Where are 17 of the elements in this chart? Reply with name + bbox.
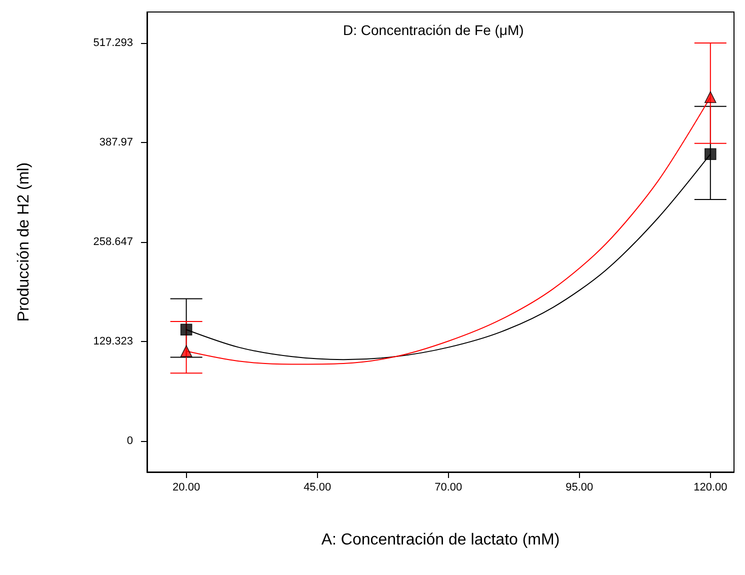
y-axis-title: Producción de H2 (ml)	[16, 162, 32, 322]
y-tick-label: 129.323	[93, 336, 133, 348]
x-tick-label: 45.00	[304, 482, 332, 494]
x-tick-label: 95.00	[566, 482, 594, 494]
x-tick-label: 70.00	[434, 482, 462, 494]
x-tick-label: 120.00	[694, 482, 728, 494]
point	[180, 324, 192, 336]
x-tick-label: 20.00	[172, 482, 200, 494]
y-tick-label: 0	[126, 435, 133, 448]
point	[180, 345, 192, 358]
y-tick-label: 387.97	[99, 136, 133, 149]
y-tick-label: 258.647	[93, 236, 133, 248]
x-axis-title: A: Concentración de lactato (mM)	[321, 532, 560, 548]
point	[704, 148, 716, 160]
y-tick-label: 517.293	[93, 37, 133, 50]
point	[704, 91, 716, 104]
text: D: Concentración de Fe (μM)	[343, 22, 524, 38]
